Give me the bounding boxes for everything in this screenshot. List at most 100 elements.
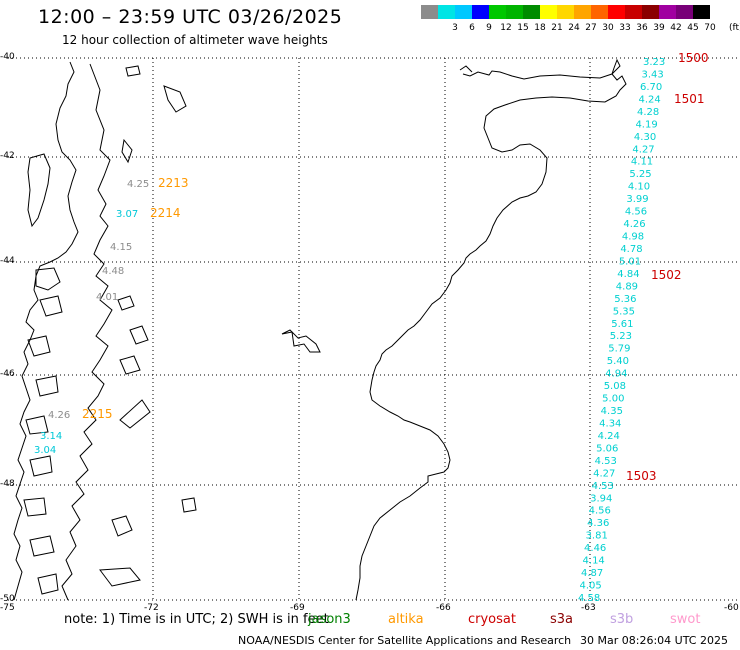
lon-label-69: -69: [290, 603, 305, 613]
color-scale-swatch: [506, 5, 523, 19]
color-scale-swatch: [472, 5, 489, 19]
swh-value-label: 6.70: [640, 82, 662, 93]
color-scale-swatch: [574, 5, 591, 19]
swh-value-label: 4.84: [617, 269, 639, 280]
lon-label-66: -66: [436, 603, 451, 613]
color-scale-swatch: [489, 5, 506, 19]
chile-coastline: [13, 61, 79, 601]
lon-label-75: -75: [0, 603, 15, 613]
swh-value-label: 5.08: [604, 381, 626, 392]
pass-id-label: 1500: [678, 51, 709, 65]
swh-value-label: 4.11: [631, 157, 653, 168]
color-scale-unit: (ft): [729, 23, 740, 33]
color-scale-label: 45: [687, 23, 699, 33]
swh-value-label: 4.30: [634, 132, 656, 143]
swh-value-label: 4.46: [584, 543, 606, 554]
swh-value-label: 4.25: [127, 179, 149, 190]
swh-value-label: 4.87: [581, 568, 603, 579]
pass-id-label: 2213: [158, 176, 189, 190]
color-scale-label: 70: [704, 23, 716, 33]
lon-label-63: -63: [581, 603, 596, 613]
legend-altika: altika: [388, 612, 424, 627]
color-scale-label: 30: [602, 23, 614, 33]
swh-value-label: 4.19: [635, 119, 657, 130]
swh-value-label: 4.24: [638, 94, 660, 105]
lon-label-72: -72: [144, 603, 159, 613]
swh-value-label: 5.25: [629, 169, 651, 180]
swh-value-label: 4.10: [628, 182, 650, 193]
swh-value-label: 5.61: [611, 319, 633, 330]
lat-label-40: -40: [0, 52, 15, 62]
swh-value-label: 5.79: [608, 344, 630, 355]
color-scale-swatch: [659, 5, 676, 19]
color-scale-swatch: [608, 5, 625, 19]
swh-value-label: 4.56: [625, 207, 647, 218]
generated-timestamp: 30 Mar 08:26:04 UTC 2025: [580, 634, 728, 647]
lat-label-46: -46: [0, 369, 15, 379]
color-scale-label: 15: [517, 23, 529, 33]
color-scale-swatch: [676, 5, 693, 19]
color-scale-swatch: [642, 5, 659, 19]
pass-id-label: 2215: [82, 407, 113, 421]
swh-value-label: 3.04: [34, 445, 56, 456]
swh-value-label: 5.06: [596, 443, 618, 454]
swh-value-label: 4.78: [620, 244, 642, 255]
swh-value-label: 4.01: [96, 292, 118, 303]
map-title: 12:00 – 23:59 UTC 03/26/2025: [38, 6, 343, 28]
fjord-coastline: [61, 63, 113, 601]
legend-cryosat: cryosat: [468, 612, 516, 627]
swh-value-label: 4.35: [601, 406, 623, 417]
lat-label-42: -42: [0, 151, 15, 161]
lat-label-48: -48: [0, 479, 15, 489]
color-scale-label: 3: [452, 23, 458, 33]
color-scale-label: 36: [636, 23, 648, 33]
swh-value-label: 4.56: [589, 506, 611, 517]
lat-label-44: -44: [0, 256, 15, 266]
color-scale-label: 27: [585, 23, 597, 33]
swh-value-label: 4.14: [583, 556, 605, 567]
swh-value-label: 5.01: [619, 256, 641, 267]
legend-s3b: s3b: [610, 612, 634, 627]
legend-jason3: jason3: [308, 612, 351, 627]
lon-label-60: -60: [724, 603, 739, 613]
swh-value-label: 5.35: [613, 306, 635, 317]
legend-swot: swot: [670, 612, 701, 627]
peninsula-outline: [459, 58, 621, 75]
swh-value-label: 4.26: [623, 219, 645, 230]
pass-id-label: 1502: [651, 268, 682, 282]
color-scale-swatch: [591, 5, 608, 19]
color-scale-label: 39: [653, 23, 665, 33]
credit-line: NOAA/NESDIS Center for Satellite Applica…: [238, 634, 572, 647]
swh-value-label: 3.14: [40, 431, 62, 442]
color-scale-label: 24: [568, 23, 580, 33]
swh-value-label: 4.26: [48, 410, 70, 421]
swh-value-label: 4.36: [587, 518, 609, 529]
color-scale-label: 9: [486, 23, 492, 33]
pass-id-label: 1501: [674, 92, 705, 106]
color-scale-label: 6: [469, 23, 475, 33]
color-scale-label: 33: [619, 23, 631, 33]
color-scale-swatch: [438, 5, 455, 19]
argentina-coastline: [355, 70, 627, 601]
footnote: note: 1) Time is in UTC; 2) SWH is in fe…: [64, 612, 329, 627]
color-scale-swatch: [421, 5, 438, 19]
color-scale-swatch: [540, 5, 557, 19]
color-scale-label: 12: [500, 23, 512, 33]
swh-value-label: 3.23: [643, 57, 665, 68]
swh-value-label: 4.15: [110, 242, 132, 253]
color-scale-swatch: [455, 5, 472, 19]
map-subtitle: 12 hour collection of altimeter wave hei…: [62, 33, 328, 47]
swh-value-label: 4.34: [599, 418, 621, 429]
swh-value-label: 3.43: [641, 69, 663, 80]
swh-value-label: 4.27: [593, 468, 615, 479]
inland-lakes: [99, 65, 197, 587]
swh-value-label: 5.36: [614, 294, 636, 305]
color-scale-swatch: [625, 5, 642, 19]
swh-value-label: 4.53: [595, 456, 617, 467]
color-scale-label: 21: [551, 23, 563, 33]
legend-s3a: s3a: [550, 612, 574, 627]
color-scale-label: 42: [670, 23, 682, 33]
swh-value-label: 4.94: [605, 369, 627, 380]
color-scale-swatch: [693, 5, 710, 19]
swh-value-label: 3.81: [586, 531, 608, 542]
